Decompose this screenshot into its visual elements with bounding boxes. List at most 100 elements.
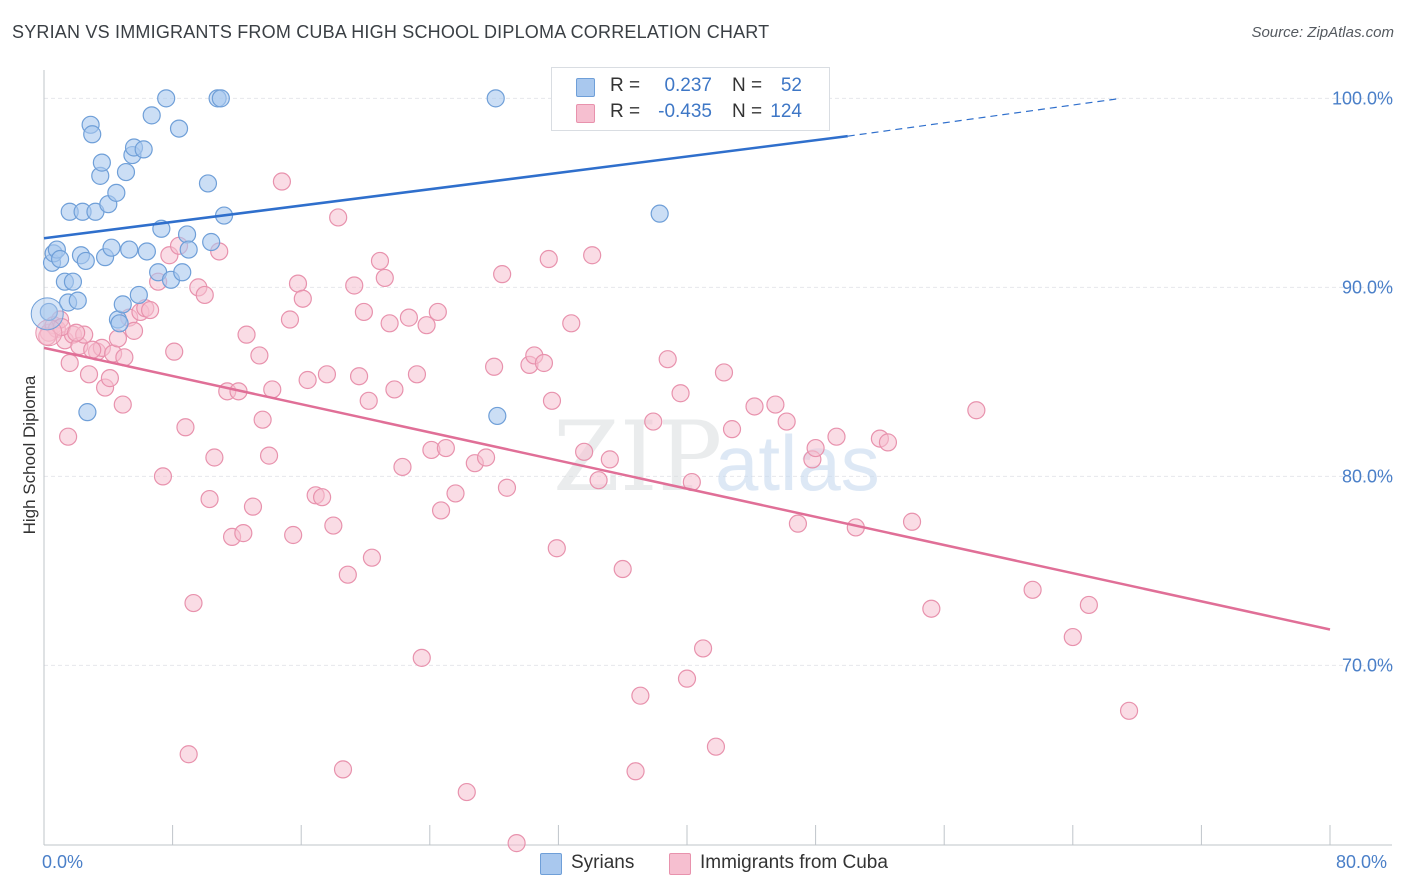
cuba-point [613, 559, 632, 579]
syrian-point [83, 125, 102, 144]
syrians-trend-line [43, 134, 848, 240]
syrian-point [102, 238, 121, 257]
cuba-point [1119, 701, 1139, 720]
cuba-point [293, 289, 312, 308]
cuba-point [671, 384, 690, 403]
syrian-point [129, 285, 148, 305]
syrian-point [486, 89, 505, 108]
legend-r-value: 0.237 [664, 75, 712, 96]
cuba-point [878, 433, 898, 452]
cuba-point [280, 310, 300, 329]
cuba-point [967, 401, 986, 420]
x-min-label: 0.0% [42, 852, 84, 872]
cuba-point [631, 686, 650, 705]
chart-title: SYRIAN VS IMMIGRANTS FROM CUBA HIGH SCHO… [12, 22, 770, 42]
cuba-point [359, 391, 378, 410]
syrian-point [107, 183, 126, 202]
cuba-point [113, 395, 132, 414]
cuba-point [677, 669, 697, 688]
cuba-point [922, 599, 941, 618]
cuba-point [562, 314, 581, 333]
cuba-point [827, 427, 846, 446]
cuba-point [788, 514, 808, 533]
cuba-points [35, 172, 1139, 853]
cuba-point [428, 302, 447, 322]
cuba-point [539, 249, 558, 269]
cuba-point [59, 427, 78, 446]
cuba-point [476, 448, 496, 467]
cuba-point [250, 346, 269, 365]
syrian-point [63, 272, 83, 291]
legend-r-value: -0.435 [658, 101, 712, 122]
syrians-swatch [576, 78, 595, 97]
cuba-point [288, 274, 308, 293]
syrian-point [68, 291, 87, 310]
trend-lines [43, 97, 1331, 631]
cuba-point [237, 325, 256, 344]
legend-n-label: N = [732, 101, 763, 122]
cuba-point [79, 365, 99, 384]
cuba-swatch [576, 104, 595, 123]
syrian-point [198, 174, 218, 193]
syrian-point [173, 263, 192, 282]
series-legend: Syrians Immigrants from Cuba [0, 852, 1406, 878]
cuba-point [534, 353, 554, 373]
cuba-point [67, 323, 86, 342]
cuba-point [345, 276, 364, 295]
syrian-point [110, 314, 129, 333]
cuba-point [806, 438, 825, 458]
cuba-point [600, 450, 619, 469]
cuba-point [446, 484, 465, 503]
syrian-point [202, 232, 221, 252]
syrian-point [78, 403, 97, 422]
cuba-point [362, 548, 382, 567]
cuba-point [706, 737, 726, 756]
cuba-point [714, 363, 734, 382]
cuba-point [298, 370, 317, 390]
cuba-point [349, 367, 369, 386]
cuba-point [108, 329, 128, 348]
syrian-point [134, 140, 153, 159]
axes [43, 70, 1392, 846]
correlation-legend: R = 0.237 N = 52 R = -0.435 N = 124 [551, 67, 830, 131]
cuba-point [902, 512, 922, 531]
syrians-trend-extension [847, 97, 1122, 137]
cuba-point [431, 501, 451, 520]
cuba-point [644, 412, 663, 431]
cuba-point [100, 369, 120, 388]
syrian-point [50, 249, 70, 269]
cuba-point [375, 268, 394, 288]
legend-r-label: R = [610, 101, 641, 122]
cuba-legend-label: Immigrants from Cuba [700, 852, 888, 873]
legend-n-value: 52 [780, 75, 802, 96]
cuba-point [284, 525, 303, 545]
cuba-point [412, 648, 431, 667]
syrian-point [137, 242, 156, 261]
cuba-point [380, 314, 399, 333]
syrians-legend-swatch [540, 853, 562, 875]
cuba-point [176, 418, 195, 437]
cuba-point [184, 593, 203, 613]
y-tick-label: 70.0% [1342, 655, 1393, 675]
legend-n-label: N = [732, 75, 763, 96]
cuba-point [370, 251, 390, 271]
syrian-point [116, 162, 136, 182]
syrian-point [169, 119, 189, 138]
cuba-point [165, 342, 184, 361]
cuba-point [329, 208, 348, 227]
cuba-trend-line [43, 346, 1331, 631]
syrian-point [179, 240, 198, 259]
syrian-point [142, 106, 161, 125]
cuba-point [399, 308, 419, 327]
cuba-point [179, 745, 198, 764]
syrians-legend-label: Syrians [571, 852, 635, 873]
syrian-point [488, 406, 507, 426]
syrian-point [211, 89, 230, 108]
cuba-point [407, 365, 427, 384]
cuba-point [626, 762, 645, 781]
syrian-point [92, 153, 111, 172]
cuba-point [1023, 580, 1042, 599]
syrian-point-large [30, 297, 64, 331]
cuba-point [485, 357, 504, 376]
